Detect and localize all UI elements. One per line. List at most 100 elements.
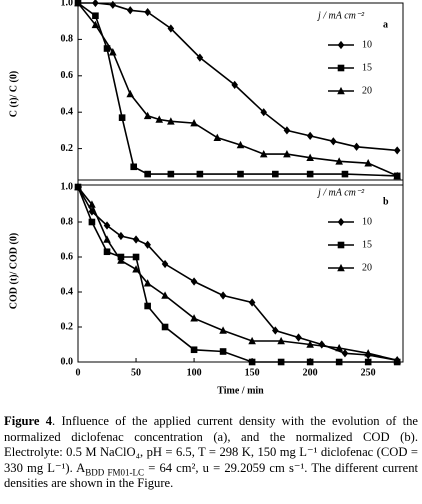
y-tick-label: 1.0 <box>61 0 74 8</box>
data-point <box>393 146 401 155</box>
data-point <box>213 133 222 141</box>
data-point <box>260 108 268 117</box>
data-point <box>306 131 314 140</box>
y-axis-label: C (t)/ C (0) <box>8 71 19 117</box>
data-point <box>330 137 337 146</box>
data-point <box>196 170 204 178</box>
data-point <box>132 253 140 261</box>
data-point <box>190 314 198 322</box>
data-point <box>236 140 245 149</box>
legend-label: 15 <box>362 62 372 73</box>
data-point <box>341 349 349 358</box>
data-point <box>74 182 82 191</box>
data-point <box>167 117 175 125</box>
y-axis-label: COD (t)/ COD (0) <box>8 233 19 309</box>
x-tick-label: 50 <box>131 367 141 378</box>
data-point <box>306 170 314 178</box>
figure-caption: Figure 4. Influence of the applied curre… <box>4 414 418 492</box>
legend-label: 20 <box>362 85 372 96</box>
figure: 1.0 0.8 0.6 0.4 0.2 C (t)/ C (0) a j / mA cm⁻² 1… <box>8 0 404 396</box>
data-point <box>109 48 117 56</box>
data-point <box>337 263 345 272</box>
series-line <box>77 186 398 362</box>
series-line <box>77 2 398 177</box>
data-point <box>248 298 256 307</box>
data-point <box>272 326 279 335</box>
data-point <box>337 40 345 50</box>
data-point <box>248 358 256 366</box>
x-tick-label: 250 <box>361 367 376 378</box>
data-point <box>155 115 164 123</box>
data-point <box>237 170 244 178</box>
y-tick-label: 0.2 <box>61 143 74 154</box>
data-point <box>335 157 343 165</box>
data-point <box>74 0 82 7</box>
data-point <box>295 333 302 342</box>
data-point <box>190 346 198 354</box>
y-tick-label: 0.2 <box>61 321 74 332</box>
data-point <box>306 153 314 161</box>
data-point <box>103 235 111 243</box>
data-point <box>353 142 360 151</box>
x-tick-label: 0 <box>76 367 81 378</box>
legend-label: 20 <box>362 262 372 273</box>
legend-label: 10 <box>362 39 372 50</box>
legend-label: 10 <box>362 216 372 227</box>
y-tick-label: 0.8 <box>61 34 74 45</box>
y-tick-label: 0.0 <box>61 356 74 367</box>
data-point <box>337 241 345 249</box>
series-line <box>77 186 398 362</box>
data-point <box>161 291 169 299</box>
y-tick-label: 0.4 <box>61 286 74 297</box>
data-point <box>190 119 198 127</box>
data-point <box>143 279 152 287</box>
caption-text: BDD FM01-LC <box>85 467 145 478</box>
x-tick-label: 150 <box>245 367 260 378</box>
data-point <box>335 358 343 366</box>
data-point <box>335 343 343 352</box>
data-point <box>283 149 291 158</box>
caption-text: Figure 4 <box>4 414 53 428</box>
data-point <box>306 340 314 348</box>
data-point <box>272 170 279 178</box>
data-point <box>219 291 227 300</box>
data-point <box>117 256 125 264</box>
panel-label: a <box>383 19 388 30</box>
data-point <box>306 358 314 366</box>
data-point <box>341 170 349 178</box>
data-point <box>393 171 401 180</box>
data-point <box>190 277 198 286</box>
data-point <box>103 221 111 230</box>
caption-text: = 64 cm², u = 29.2059 cm s⁻¹. The differ… <box>4 460 418 491</box>
data-point <box>248 336 256 345</box>
caption-text: . Influence of the applied current densi… <box>4 414 418 475</box>
legend-title: j / mA cm⁻² <box>316 10 365 21</box>
data-point <box>88 218 96 226</box>
data-point <box>144 302 151 310</box>
data-point <box>364 349 372 357</box>
panel-label: b <box>383 196 389 207</box>
y-tick-label: 0.8 <box>61 216 74 227</box>
data-point <box>130 163 138 171</box>
data-point <box>259 149 268 158</box>
y-tick-label: 1.0 <box>61 181 74 192</box>
data-point <box>144 170 151 178</box>
data-point <box>219 348 227 355</box>
legend-title: j / mA cm⁻² <box>316 187 365 198</box>
data-point <box>337 64 345 72</box>
data-point <box>161 323 169 331</box>
data-point <box>117 231 125 241</box>
data-point <box>277 336 285 345</box>
x-axis-label: Time / min <box>217 385 264 396</box>
data-point <box>91 20 100 29</box>
x-tick-label: 200 <box>303 367 318 378</box>
legend-label: 15 <box>362 239 372 250</box>
data-point <box>103 248 111 256</box>
data-point <box>92 0 99 8</box>
data-point <box>337 86 345 95</box>
y-tick-label: 0.6 <box>61 251 74 262</box>
data-point <box>283 126 291 135</box>
data-point <box>167 24 175 33</box>
data-point <box>231 80 238 89</box>
